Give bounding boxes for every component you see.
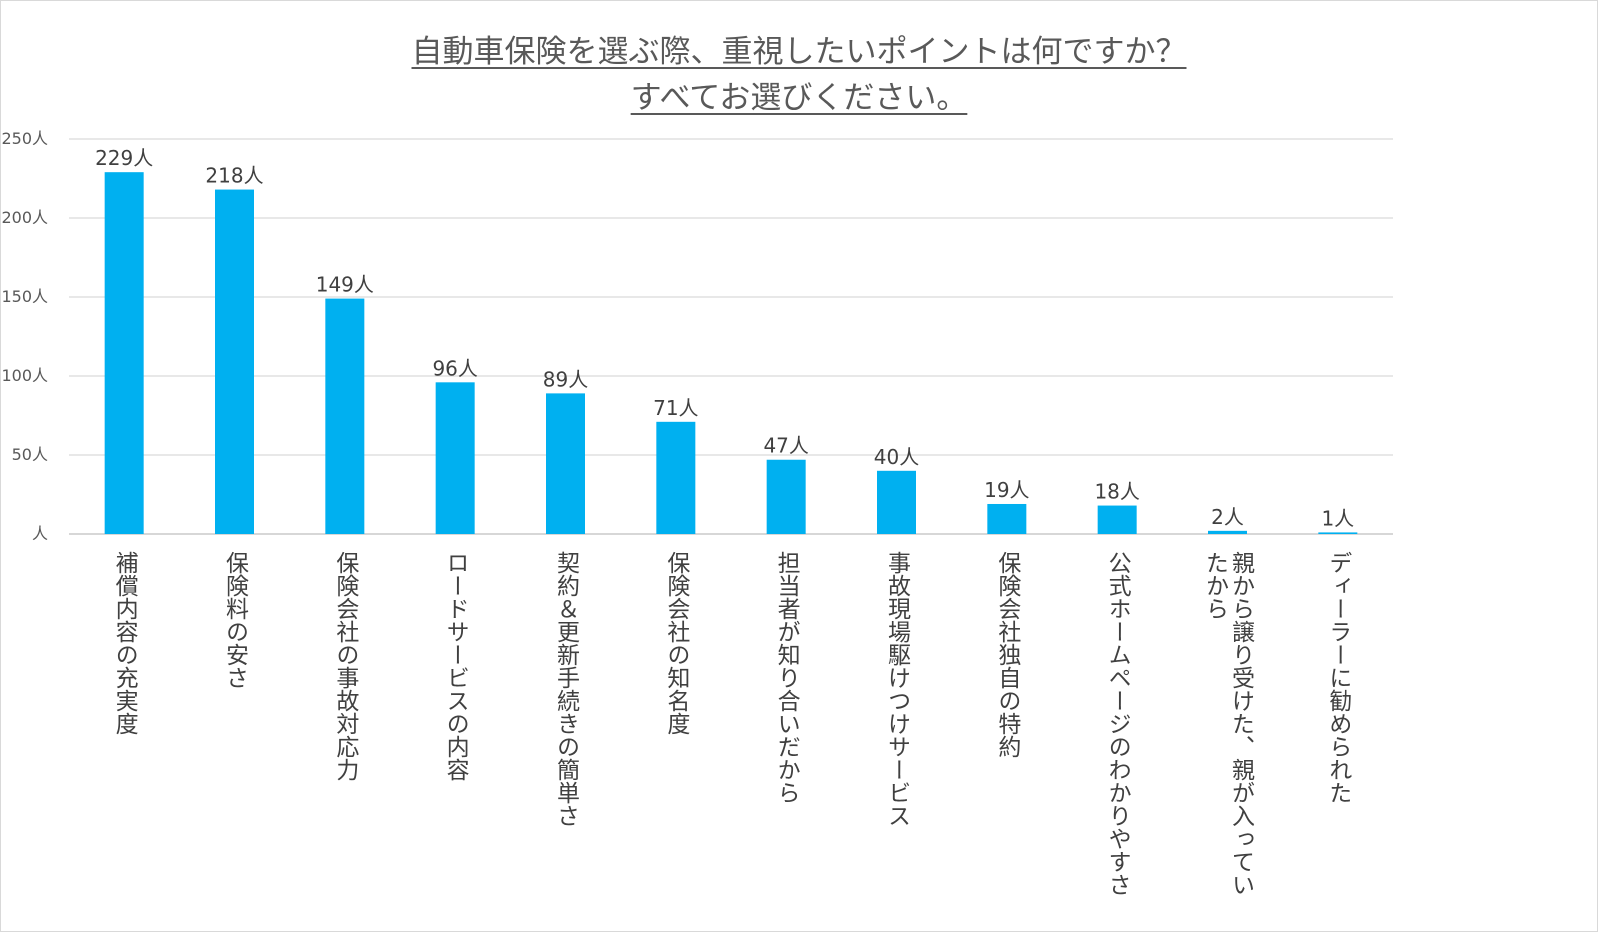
category-label-11: たから: [1202, 551, 1229, 620]
category-label-8: 事故現場駆けつけサービス: [884, 551, 912, 827]
category-label-5: 契約＆更新手続きの簡単さ: [553, 551, 581, 827]
category-label-6: 保険会社の知名度: [663, 551, 691, 735]
data-label-8: 40人: [874, 445, 919, 469]
gridlines: [69, 138, 1393, 535]
data-labels: 229人 218人 149人 96人 89人 71人 47人 40人 19人 18人 2人 1人: [95, 146, 1354, 530]
category-label-1: 補償内容の充実度: [111, 551, 138, 735]
data-label-5: 89人: [543, 367, 588, 391]
data-label-10: 18人: [1094, 480, 1139, 504]
bar-10: [1097, 505, 1137, 534]
bar-2: [215, 189, 254, 534]
data-label-2: 218人: [205, 164, 263, 188]
category-label-7: 担当者が知り合いだから: [773, 551, 801, 804]
data-label-7: 47人: [763, 434, 808, 458]
category-labels: 補償内容の充実度 保険料の安さ 保険会社の事故対応力 ロードサービスの内容 契約＆更新手…: [111, 551, 1352, 896]
bar-4: [435, 382, 475, 534]
category-label-11: 親から譲り受けた、親が入ってい: [1228, 551, 1256, 896]
y-tick-label: 50人: [12, 445, 48, 464]
bar-1: [104, 172, 144, 534]
chart-title: 自動車保険を選ぶ際、重視したいポイントは何ですか？: [411, 34, 1187, 70]
bars: [104, 172, 1358, 534]
data-label-4: 96人: [432, 356, 477, 380]
y-tick-label: 150人: [1, 287, 48, 306]
category-label-2: 保険料の安さ: [222, 551, 250, 689]
chart-subtitle: すべてお選びください。: [630, 80, 968, 116]
bar-7: [766, 459, 806, 534]
bar-9: [987, 503, 1027, 534]
bar-8: [877, 470, 916, 534]
data-label-9: 19人: [984, 478, 1029, 502]
bar-11: [1208, 530, 1247, 534]
data-label-3: 149人: [316, 273, 374, 297]
data-label-11: 2人: [1211, 505, 1244, 529]
category-label-12: ディーラーに勧められた: [1325, 551, 1353, 804]
category-label-9: 保険会社独自の特約: [994, 551, 1022, 758]
data-label-1: 229人: [95, 146, 153, 170]
data-label-12: 1人: [1321, 506, 1354, 530]
y-tick-label: 人: [32, 524, 48, 543]
category-label-3: 保険会社の事故対応力: [332, 551, 360, 781]
bar-3: [325, 298, 365, 534]
y-tick-label: 200人: [1, 208, 48, 227]
y-tick-label: 250人: [1, 129, 48, 148]
data-label-6: 71人: [653, 396, 698, 420]
category-label-10: 公式ホームページのわかりやすさ: [1104, 551, 1131, 896]
bar-6: [656, 421, 696, 534]
y-axis: 人 50人 100人 150人 200人 250人: [1, 129, 48, 543]
category-label-4: ロードサービスの内容: [442, 551, 470, 781]
bar-12: [1318, 532, 1358, 534]
y-tick-label: 100人: [1, 366, 48, 385]
bar-5: [546, 393, 585, 534]
